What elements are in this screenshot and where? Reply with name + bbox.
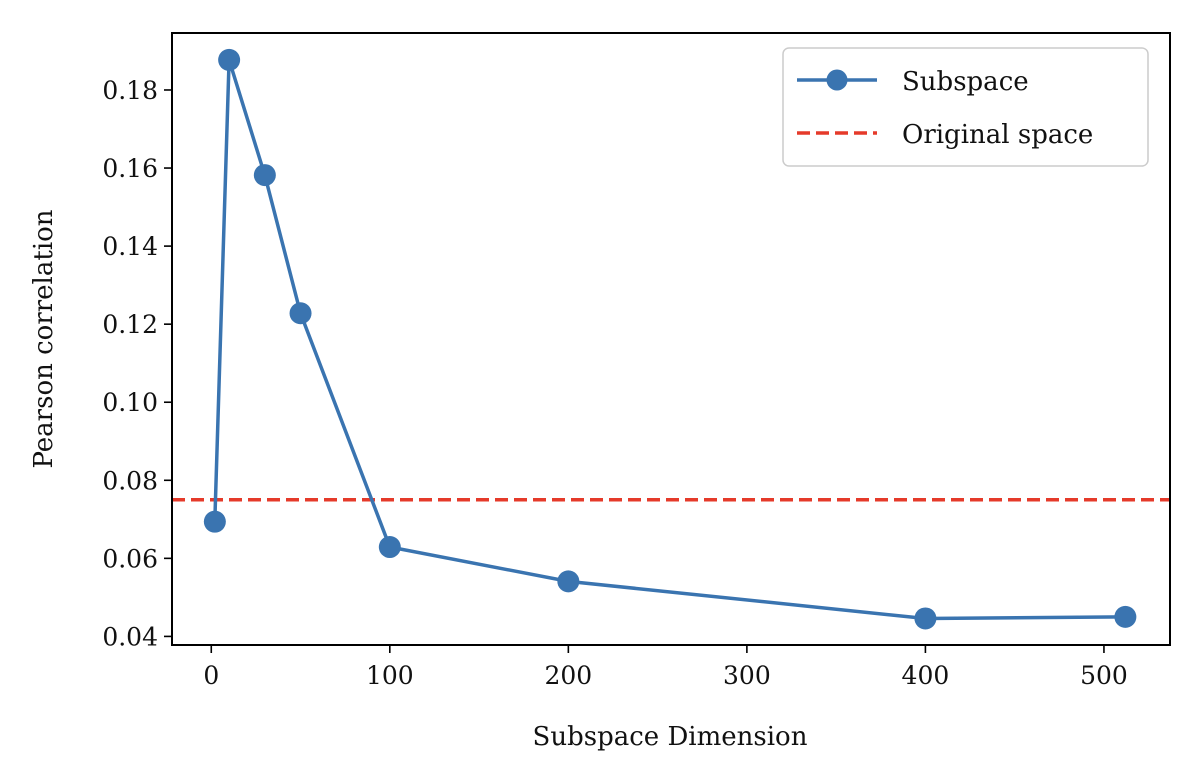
axes-frame [171, 32, 1171, 646]
series-subspace-point [557, 570, 580, 593]
y-tick-label: 0.12 [102, 310, 158, 339]
series-subspace-point [378, 536, 401, 559]
y-tick-label: 0.06 [102, 544, 158, 573]
x-tick-label: 500 [1080, 661, 1128, 690]
y-tick-label: 0.18 [102, 76, 158, 105]
x-tick-label: 0 [203, 661, 219, 690]
y-tick-label: 0.08 [102, 466, 158, 495]
series-subspace-point [253, 164, 276, 187]
plot-area [172, 48, 1170, 630]
series-subspace-point [203, 510, 226, 533]
y-tick-label: 0.04 [102, 622, 158, 651]
legend-subspace-marker [826, 69, 848, 91]
x-axis-label: Subspace Dimension [533, 722, 808, 752]
y-axis-label: Pearson correlation [29, 209, 59, 468]
legend-original-label: Original space [902, 120, 1093, 150]
x-tick-label: 200 [544, 661, 592, 690]
y-tick-label: 0.10 [102, 388, 158, 417]
x-tick-label: 300 [723, 661, 771, 690]
legend: Subspace Original space [782, 47, 1149, 167]
x-tick-label: 400 [902, 661, 950, 690]
x-tick-label: 100 [366, 661, 414, 690]
x-axis: 0 100 200 300 400 500 [203, 645, 1128, 690]
y-axis: 0.04 0.06 0.08 0.10 0.12 0.14 0.16 0.18 [102, 76, 172, 651]
y-tick-label: 0.14 [102, 232, 158, 261]
legend-subspace-label: Subspace [902, 67, 1029, 97]
series-subspace-point [1114, 605, 1137, 628]
series-subspace-line [213, 58, 1126, 621]
series-subspace-point [218, 48, 241, 71]
legend-box [782, 47, 1149, 167]
y-tick-label: 0.16 [102, 154, 158, 183]
series-subspace-point [914, 607, 937, 630]
series-subspace-point [289, 302, 312, 325]
